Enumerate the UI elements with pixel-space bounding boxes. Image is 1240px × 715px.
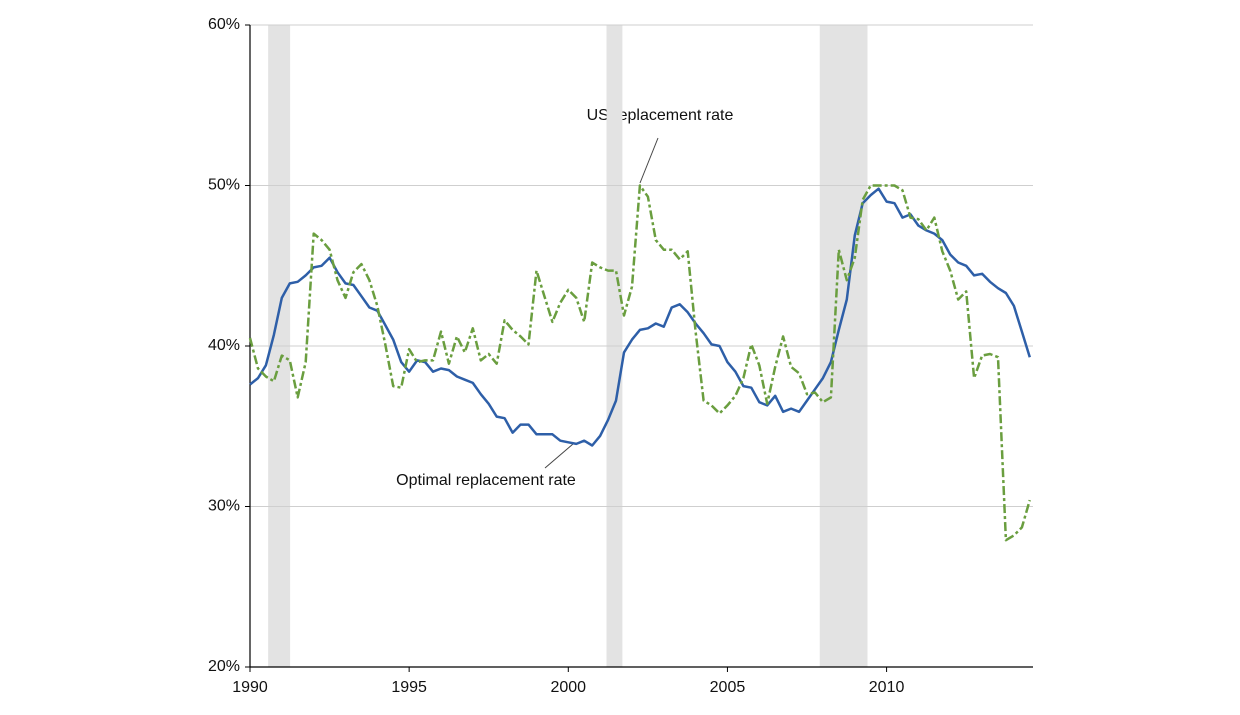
x-tick-label: 2005 (710, 679, 746, 696)
annotation-leader (639, 137, 659, 184)
y-tick-label: 20% (208, 658, 240, 675)
series-line (248, 184, 1032, 542)
y-tick-label: 60% (208, 16, 240, 33)
x-tick-label: 2000 (550, 679, 586, 696)
y-tick-label: 40% (208, 337, 240, 354)
annotation: US replacement rate (587, 107, 734, 124)
x-tick-label: 2010 (869, 679, 905, 696)
y-tick-label: 30% (208, 498, 240, 515)
x-tick-label: 1995 (391, 679, 427, 696)
x-tick-label: 1990 (232, 679, 268, 696)
annotation: Optimal replacement rate (396, 472, 576, 489)
series-line (249, 187, 1031, 447)
annotation-leader (544, 443, 574, 469)
y-tick-label: 50% (208, 177, 240, 194)
